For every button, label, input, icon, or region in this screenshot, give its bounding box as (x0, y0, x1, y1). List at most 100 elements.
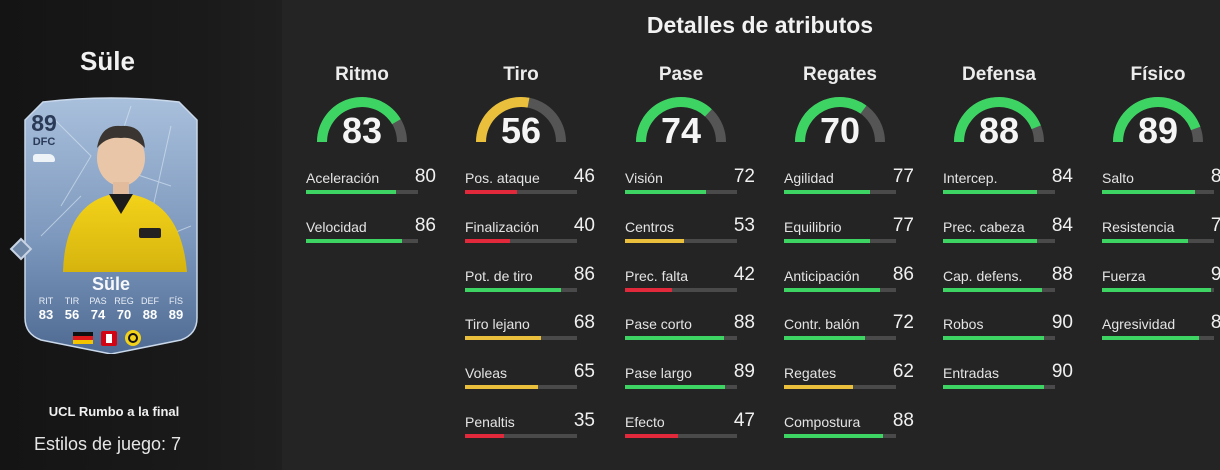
category-value: 88 (978, 110, 1020, 151)
gauge-fill (954, 97, 1041, 143)
attribute-bar-track (943, 336, 1055, 341)
attribute-bar-track (784, 385, 896, 390)
attribute-label: Voleas (465, 365, 508, 382)
attribute-value: 84 (1051, 214, 1073, 236)
category-value: 56 (500, 110, 542, 151)
attribute-value: 86 (573, 263, 595, 285)
attribute-bar-track (306, 238, 418, 243)
attribute-label: Agresividad (1102, 316, 1176, 333)
card-position: DFC (32, 136, 56, 148)
attribute-bar-fill (306, 238, 403, 243)
attribute-label: Resistencia (1102, 218, 1175, 235)
attribute-bar-track (943, 385, 1055, 390)
attribute-bar-track (465, 336, 577, 341)
attribute-row: Entradas 90 (943, 361, 1091, 401)
card-stat: FÍS 89 (168, 296, 184, 322)
attribute-row: Pot. de tiro 86 (465, 264, 613, 304)
category-value: 70 (819, 110, 861, 151)
attribute-bar-track (784, 238, 896, 243)
attribute-label: Pot. de tiro (465, 267, 533, 284)
attribute-value: 86 (892, 263, 914, 285)
attribute-bar-track (465, 434, 577, 438)
card-badges (73, 330, 141, 346)
attribute-row: Penaltis 35 (465, 410, 613, 450)
attribute-bar-fill (1102, 190, 1195, 194)
attribute-value: 83 (1210, 166, 1220, 187)
attribute-bar-track (784, 287, 896, 292)
card-background (24, 97, 198, 354)
attribute-label: Cap. defens. (943, 267, 1023, 284)
category-value: 74 (660, 110, 702, 151)
attribute-bar-track (465, 385, 577, 390)
attribute-label: Visión (625, 170, 663, 186)
attribute-label: Tiro lejano (465, 316, 530, 333)
attribute-row: Fuerza 97 (1102, 264, 1220, 304)
category-title: Defensa (962, 64, 1036, 85)
card-stat: PAS 74 (89, 296, 107, 322)
attribute-bar-fill (1102, 287, 1211, 292)
attribute-value: 84 (1051, 166, 1073, 187)
attribute-value: 46 (573, 166, 595, 187)
gauge-fill (636, 97, 712, 143)
attribute-value: 47 (733, 410, 755, 431)
attribute-row: Compostura 88 (784, 410, 932, 450)
attribute-row: Contr. balón 72 (784, 312, 932, 352)
attribute-row: Visión 72 (625, 166, 773, 206)
category-value: 83 (341, 110, 383, 151)
attribute-label: Regates (784, 365, 837, 382)
attribute-bar-fill (784, 287, 881, 292)
attribute-value: 77 (892, 166, 914, 187)
attribute-value: 80 (414, 166, 436, 187)
attribute-bar-fill (625, 238, 685, 243)
attribute-row: Tiro lejano 68 (465, 312, 613, 352)
category-value: 89 (1137, 110, 1179, 151)
attribute-value: 40 (573, 214, 595, 236)
boot-icon (33, 154, 55, 162)
attribute-bar-fill (625, 190, 706, 194)
attribute-label: Contr. balón (784, 316, 860, 333)
attribute-bar-fill (943, 287, 1042, 292)
attribute-bar-fill (465, 336, 542, 341)
attribute-row: Pos. ataque 46 (465, 166, 613, 206)
attribute-row: Efecto 47 (625, 410, 773, 450)
attribute-bar-fill (465, 385, 538, 390)
attribute-value: 72 (892, 312, 914, 334)
attribute-value: 88 (733, 312, 755, 334)
dortmund-crest-icon (125, 330, 141, 346)
card-player-name: Süle (91, 274, 130, 294)
attribute-row: Prec. falta 42 (625, 264, 773, 304)
attribute-label: Robos (943, 316, 984, 333)
gauge-fill (795, 97, 867, 143)
category-title: Ritmo (335, 64, 389, 85)
attribute-row: Equilibrio 77 (784, 215, 932, 255)
attribute-bar-track (943, 287, 1055, 292)
attribute-bar-track (784, 190, 896, 194)
attribute-row: Prec. cabeza 84 (943, 215, 1091, 255)
attribute-value: 68 (573, 312, 595, 334)
attribute-row: Intercep. 84 (943, 166, 1091, 206)
attribute-bar-fill (625, 434, 678, 438)
attribute-value: 77 (1210, 214, 1220, 236)
attribute-row: Pase largo 89 (625, 361, 773, 401)
attribute-bar-track (943, 190, 1055, 194)
player-card[interactable]: 89 DFC Süle RIT 83 TIR 56 PAS 74 REG 70 DEF 8… (21, 96, 201, 354)
attribute-bar-track (625, 287, 737, 292)
attribute-bar-fill (1102, 336, 1200, 341)
attribute-bar-fill (784, 385, 854, 390)
attribute-bar-fill (943, 190, 1038, 194)
category-gauge (954, 97, 1044, 143)
attribute-bar-fill (784, 190, 871, 194)
attribute-bar-fill (465, 287, 562, 292)
play-styles-count[interactable]: Estilos de juego: 7 (33, 434, 182, 454)
attribute-row: Resistencia 77 (1102, 215, 1220, 255)
attribute-bar-fill (625, 287, 673, 292)
attribute-bar-fill (943, 238, 1038, 243)
attribute-bar-track (943, 238, 1055, 243)
attribute-value: 90 (1051, 361, 1073, 383)
category-title: Tiro (503, 64, 539, 85)
category-gauge (636, 97, 726, 143)
attribute-bar-fill (465, 434, 505, 438)
attribute-value: 88 (892, 410, 914, 431)
card-stat: DEF 88 (141, 296, 159, 322)
attribute-bar-track (625, 238, 737, 243)
